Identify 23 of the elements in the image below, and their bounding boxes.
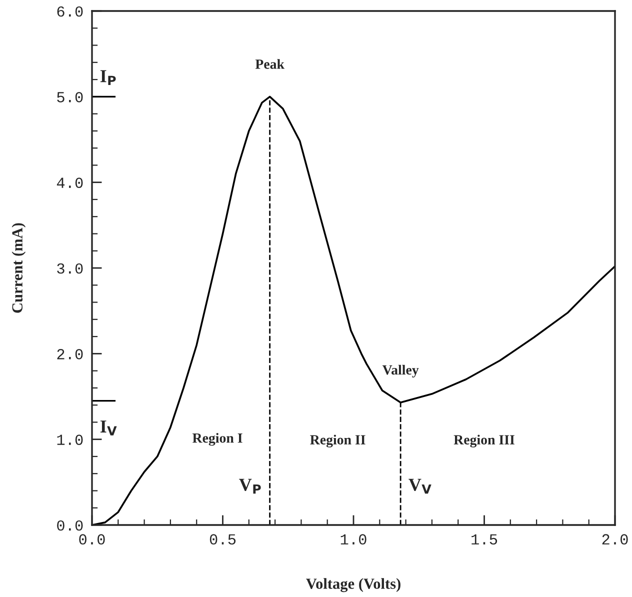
ref-line-label: V$_{V}$ (408, 478, 432, 494)
y-tick-label: 0.0 (57, 520, 83, 531)
x-axis-title: Voltage (Volts) (306, 578, 400, 592)
ref-line-label: I$_{V}$ (100, 420, 117, 436)
ref-line-label: I$_{P}$ (100, 70, 116, 86)
x-tick-label: 0.0 (79, 534, 105, 545)
annotation: Region III (454, 434, 514, 448)
x-tick-label: 0.5 (210, 534, 236, 545)
annotation: Valley (382, 364, 419, 378)
y-tick-label: 3.0 (57, 263, 83, 274)
annotation: Peak (255, 59, 284, 69)
x-tick-label: 1.5 (472, 534, 498, 545)
annotation: Region II (310, 434, 366, 448)
y-tick-label: 5.0 (57, 92, 83, 102)
x-tick-label: 1.0 (340, 534, 366, 545)
annotation: Region I (192, 432, 242, 446)
y-tick-label: 2.0 (57, 348, 83, 360)
y-axis-title: Current (mA) (12, 223, 26, 313)
ref-line-label: V$_{P}$ (239, 478, 261, 494)
y-tick-label: 4.0 (56, 178, 83, 188)
y-tick-label: 1.0 (57, 434, 83, 446)
y-tick-label: 6.0 (57, 6, 83, 17)
x-tick-label: 2.0 (602, 534, 628, 545)
